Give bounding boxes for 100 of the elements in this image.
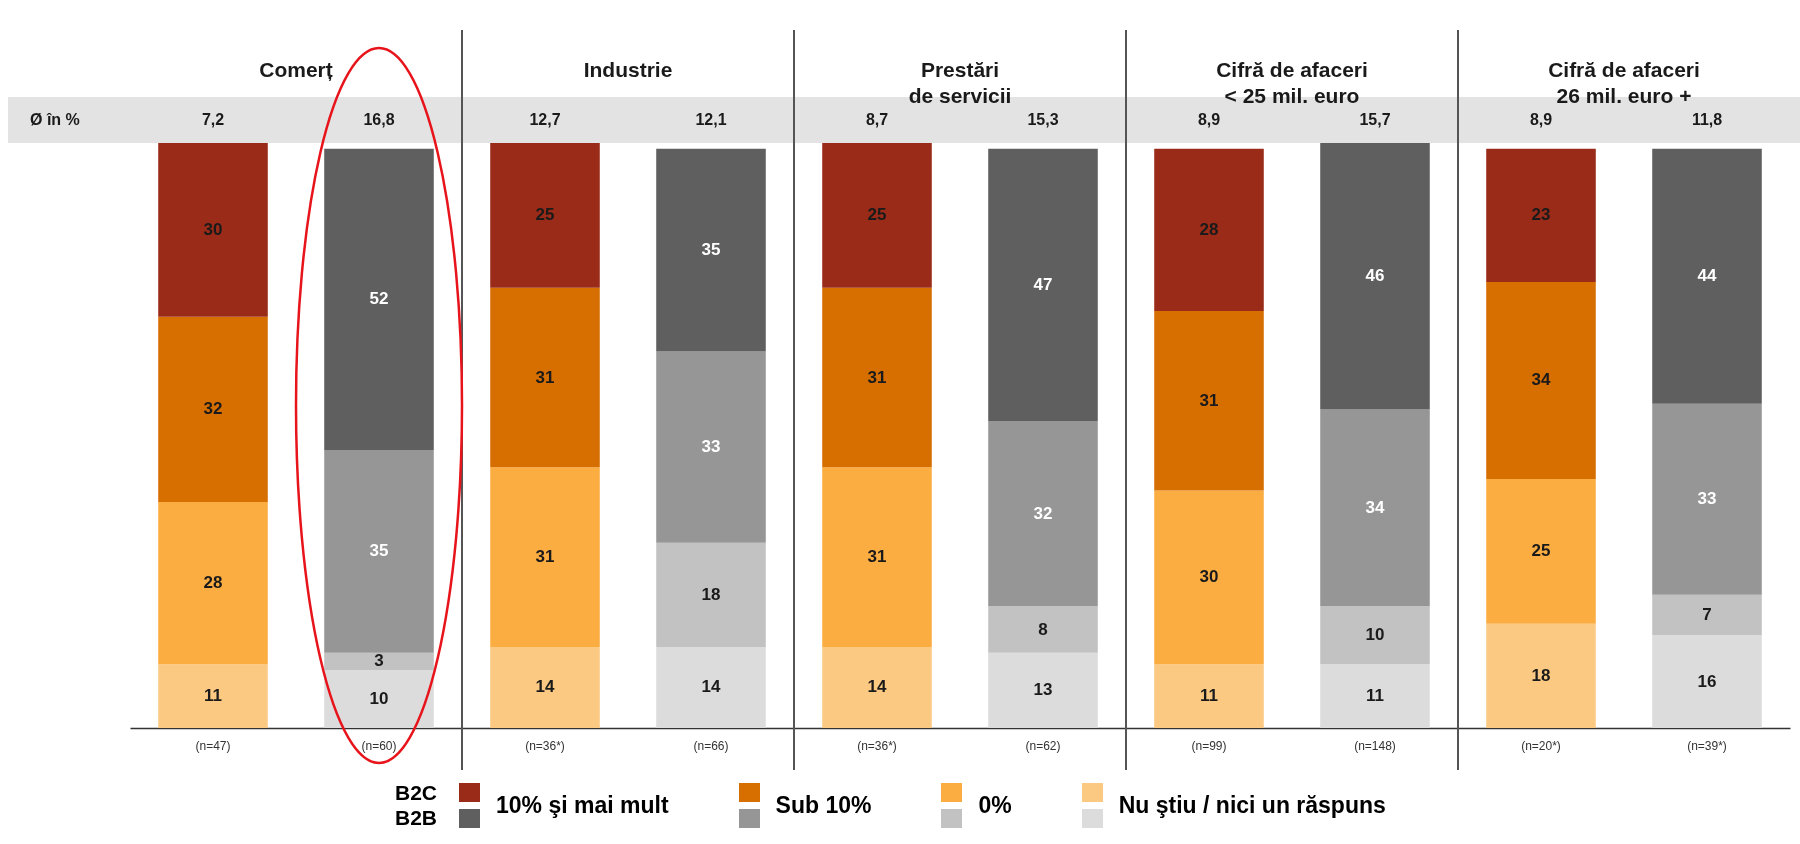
data-label: 7	[1702, 605, 1712, 625]
bar	[158, 143, 268, 317]
bar	[656, 351, 766, 543]
text: 7,2	[201, 111, 225, 128]
text: B2C	[395, 780, 438, 805]
bar	[1486, 148, 1596, 283]
bar	[988, 652, 1098, 728]
x-tick-label: (n=39*)	[1687, 738, 1727, 753]
data-label: 33	[1697, 489, 1717, 509]
data-label: 18	[701, 584, 721, 604]
data-label: 25	[1531, 541, 1551, 561]
legend-label: Nu ştiu / nici un răspuns	[1118, 791, 1386, 819]
data-label: 31	[867, 547, 887, 567]
bar	[988, 606, 1098, 653]
x-tick-label: (n=66)	[693, 738, 729, 753]
x-tick-label: (n=60)	[361, 738, 397, 753]
data-label: 34	[1531, 370, 1551, 390]
x-tick-label: (n=62)	[1025, 738, 1061, 753]
text: 8,9	[1529, 111, 1553, 128]
bar	[324, 670, 434, 728]
bar	[158, 316, 268, 503]
bar	[158, 664, 268, 728]
data-label: 34	[1365, 497, 1385, 517]
bar	[324, 148, 434, 450]
x-tick-label: (n=36*)	[857, 738, 897, 753]
text: 12,1	[695, 111, 727, 128]
text: Cifră de afaceri 26 mil. euro +	[1548, 58, 1700, 107]
data-label: 28	[1199, 219, 1219, 239]
bar	[490, 467, 600, 647]
bar	[1320, 606, 1430, 665]
data-label: 52	[369, 289, 389, 309]
data-label: 25	[535, 205, 555, 225]
bar	[1320, 143, 1430, 410]
bar	[656, 542, 766, 647]
data-label: 14	[701, 677, 721, 697]
data-label: 32	[1033, 503, 1053, 523]
bar	[1154, 664, 1264, 728]
data-label: 18	[1531, 665, 1551, 685]
data-label: 44	[1697, 266, 1717, 286]
bar	[822, 143, 932, 288]
text: Industrie	[583, 58, 673, 81]
bar	[1486, 282, 1596, 479]
text: 16,8	[363, 111, 395, 128]
bar	[656, 646, 766, 728]
data-label: 10	[369, 689, 389, 709]
data-label: 14	[867, 677, 887, 697]
text: Comerț	[259, 58, 333, 81]
bar	[490, 143, 600, 288]
bar	[656, 148, 766, 352]
data-label: 16	[1697, 671, 1717, 691]
x-tick-label: (n=20*)	[1521, 738, 1561, 753]
data-label: 13	[1033, 680, 1053, 700]
bar	[490, 287, 600, 468]
x-tick-label: (n=148)	[1354, 738, 1396, 753]
x-tick-label: (n=47)	[195, 738, 231, 753]
text: Cifră de afaceri < 25 mil. euro	[1216, 58, 1368, 107]
data-label: 47	[1033, 274, 1053, 294]
text: 15,3	[1027, 111, 1059, 128]
bar	[822, 287, 932, 468]
bar	[324, 652, 434, 671]
bar	[1486, 623, 1596, 728]
data-label: 28	[203, 573, 223, 593]
bar	[1652, 148, 1762, 404]
text: 11,8	[1691, 111, 1723, 128]
data-label: 46	[1365, 266, 1385, 286]
bar	[1320, 409, 1430, 607]
data-label: 30	[1199, 567, 1219, 587]
data-label: 25	[867, 205, 887, 225]
bar	[1652, 635, 1762, 728]
bar	[1154, 310, 1264, 491]
data-label: 11	[1200, 686, 1218, 706]
data-label: 31	[535, 367, 555, 387]
bar	[1486, 478, 1596, 624]
text: Prestări de servicii	[908, 58, 1012, 107]
bar	[822, 646, 932, 728]
legend-label: 10% şi mai mult	[496, 791, 669, 819]
data-label: 32	[203, 399, 223, 419]
bar	[1154, 148, 1264, 311]
bar	[1320, 664, 1430, 728]
bar	[324, 449, 434, 653]
bar	[158, 502, 268, 665]
x-tick-label: (n=99)	[1191, 738, 1227, 753]
bar	[490, 646, 600, 728]
legend-label: 0%	[978, 791, 1012, 819]
data-label: 11	[204, 686, 222, 706]
data-label: 3	[374, 651, 384, 671]
text: 15,7	[1359, 111, 1391, 128]
data-label: 31	[867, 367, 887, 387]
data-label: 8	[1038, 619, 1048, 639]
data-label: 10	[1365, 625, 1385, 645]
x-tick-label: (n=36*)	[525, 738, 565, 753]
data-label: 30	[203, 219, 223, 239]
text: 8,7	[865, 111, 889, 128]
data-label: 31	[535, 547, 555, 567]
data-label: 23	[1531, 205, 1551, 225]
text: 12,7	[529, 111, 561, 128]
data-label: 31	[1199, 390, 1219, 410]
bar	[1652, 594, 1762, 636]
bar	[822, 467, 932, 647]
data-label: 35	[701, 240, 721, 260]
